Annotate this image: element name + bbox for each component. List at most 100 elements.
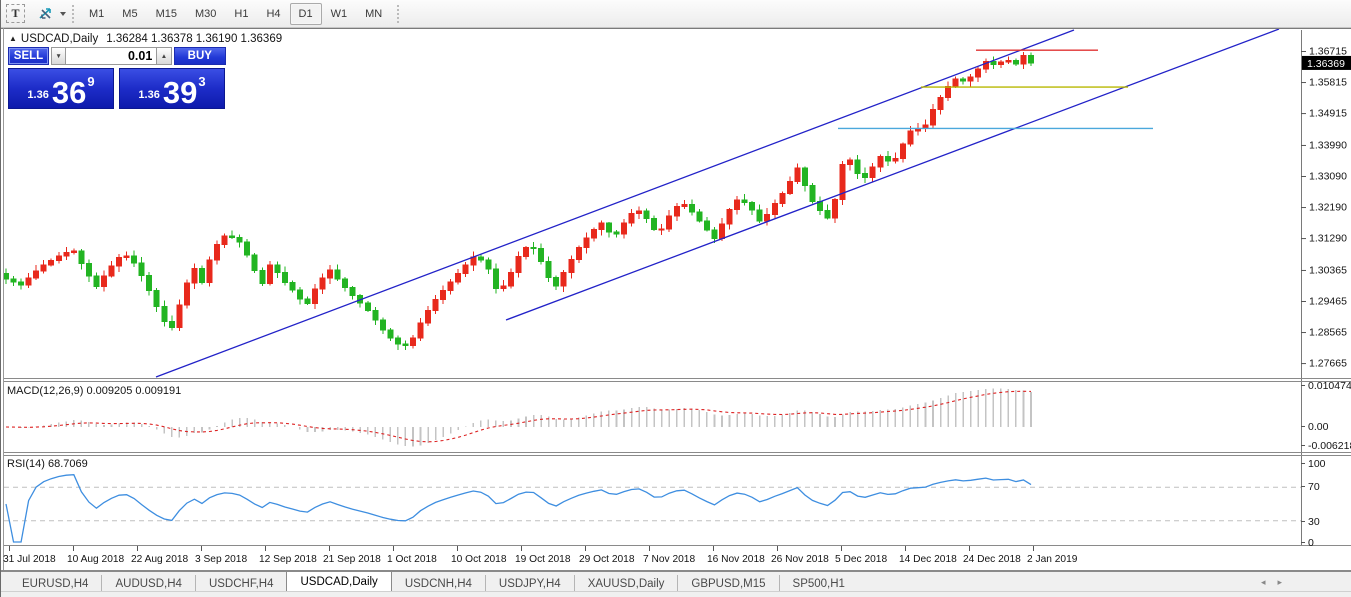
buy-button[interactable]: BUY [173, 47, 226, 65]
chevron-down-icon[interactable] [60, 11, 66, 16]
svg-text:0.00: 0.00 [1308, 421, 1329, 433]
svg-text:14 Dec 2018: 14 Dec 2018 [899, 554, 957, 565]
macd-axis: 0.010474 0.00 -0.006218 [1301, 380, 1351, 452]
svg-text:1.31290: 1.31290 [1309, 233, 1347, 245]
svg-text:1 Oct 2018: 1 Oct 2018 [387, 554, 437, 565]
svg-text:2 Jan 2019: 2 Jan 2019 [1027, 554, 1078, 565]
svg-text:-0.006218: -0.006218 [1308, 440, 1351, 452]
sell-price-main: 36 [51, 74, 87, 110]
candlestick-series [3, 52, 1034, 350]
tab-usdcnh-h4[interactable]: USDCNH,H4 [404, 577, 472, 590]
svg-text:1.35815: 1.35815 [1309, 77, 1347, 89]
timeframe-button-m15[interactable]: M15 [155, 7, 177, 20]
timeframe-button-m1[interactable]: M1 [89, 7, 105, 20]
svg-text:26 Nov 2018: 26 Nov 2018 [771, 554, 829, 565]
svg-text:0: 0 [1308, 537, 1314, 549]
svg-text:1.33090: 1.33090 [1309, 171, 1347, 183]
svg-text:5 Dec 2018: 5 Dec 2018 [835, 554, 887, 565]
timeframe-button-h1[interactable]: H1 [234, 7, 249, 20]
rsi-axis: 100 70 30 0 [1301, 458, 1326, 549]
svg-text:1.30365: 1.30365 [1309, 264, 1347, 276]
rsi-line [5, 474, 1032, 543]
svg-text:16 Nov 2018: 16 Nov 2018 [707, 554, 765, 565]
svg-text:10 Oct 2018: 10 Oct 2018 [451, 554, 507, 565]
svg-text:19 Oct 2018: 19 Oct 2018 [515, 554, 571, 565]
svg-text:21 Sep 2018: 21 Sep 2018 [323, 554, 381, 565]
sell-price-prefix: 1.36 [27, 89, 49, 101]
svg-text:1.28565: 1.28565 [1309, 327, 1347, 339]
timeframe-button-m30[interactable]: M30 [194, 7, 217, 20]
toolbar: T M1 M5 M15 M30 H1 H4 D1 W1 MN [1, 0, 1351, 28]
tab-usdjpy-h4[interactable]: USDJPY,H4 [484, 575, 574, 592]
time-axis: 31 Jul 2018 10 Aug 2018 22 Aug 2018 3 Sep 2… [3, 546, 1078, 565]
sell-price-pip: 9 [87, 74, 95, 89]
tab-usdcad-daily[interactable]: USDCAD,Daily [286, 571, 392, 592]
crosshair-arrows-icon[interactable] [35, 4, 57, 24]
chart-header: ▲ USDCAD,Daily 1.36284 1.36378 1.36190 1.3… [9, 33, 282, 45]
tab-gbpusd-m15[interactable]: GBPUSD,M15 [677, 575, 778, 592]
toolbar-separator [397, 4, 400, 23]
svg-text:30: 30 [1308, 516, 1320, 528]
svg-text:1.34915: 1.34915 [1309, 108, 1347, 120]
svg-text:0.010474: 0.010474 [1308, 380, 1351, 392]
svg-text:1.29465: 1.29465 [1309, 296, 1347, 308]
tab-xauusd-daily[interactable]: XAUUSD,Daily [573, 575, 678, 592]
tab-scrollers: ◂▸ [1261, 577, 1294, 588]
svg-text:7 Nov 2018: 7 Nov 2018 [643, 554, 695, 565]
one-click-trading-panel: SELL ▼ ▲ BUY 1.36 36 9 1.36 39 3 [8, 47, 226, 109]
tab-usdchf-h4[interactable]: USDCHF,H4 [194, 575, 287, 592]
rsi-indicator-label: RSI(14) 68.7069 [7, 458, 88, 470]
svg-text:10 Aug 2018: 10 Aug 2018 [67, 554, 125, 565]
ohlc-values: 1.36284 1.36378 1.36190 1.36369 [106, 33, 283, 45]
svg-text:100: 100 [1308, 458, 1326, 470]
buy-price-tile[interactable]: 1.36 39 3 [119, 68, 225, 109]
svg-text:1.36369: 1.36369 [1307, 58, 1345, 70]
tab-audusd-h4[interactable]: AUDUSD,H4 [101, 575, 194, 592]
sell-button[interactable]: SELL [8, 47, 49, 65]
timeframe-button-d1[interactable]: D1 [289, 2, 322, 25]
symbol-period-label: USDCAD,Daily [20, 33, 99, 45]
macd-signal-line [5, 390, 1032, 443]
buy-price-prefix: 1.36 [138, 89, 160, 101]
rsi-levels [4, 486, 1301, 522]
current-price-tag [1302, 55, 1351, 70]
timeframe-button-h4[interactable]: H4 [266, 7, 281, 20]
svg-text:1.36715: 1.36715 [1309, 46, 1347, 58]
arrows-icon [39, 7, 51, 19]
svg-text:3 Sep 2018: 3 Sep 2018 [195, 554, 247, 565]
panel-frames [1, 28, 1351, 571]
tab-sp500-h1[interactable]: SP500,H1 [778, 575, 858, 592]
svg-text:1.27665: 1.27665 [1309, 358, 1347, 370]
price-axis: 1.36715 1.35815 1.34915 1.33990 1.33090 1.321… [1301, 46, 1351, 370]
svg-text:22 Aug 2018: 22 Aug 2018 [131, 554, 189, 565]
volume-input[interactable] [66, 47, 157, 65]
timeframe-button-m5[interactable]: M5 [122, 7, 138, 20]
svg-text:1.33990: 1.33990 [1309, 139, 1347, 151]
macd-indicator-label: MACD(12,26,9) 0.009205 0.009191 [7, 385, 182, 397]
chart-tab-bar: EURUSD,H4 AUDUSD,H4 USDCHF,H4 USDCAD,Daily U… [1, 571, 1351, 592]
buy-price-pip: 3 [198, 74, 206, 89]
toolbar-separator [72, 4, 74, 23]
timeframe-button-mn[interactable]: MN [365, 7, 383, 20]
sell-price-tile[interactable]: 1.36 36 9 [8, 68, 114, 109]
tab-eurusd-h4[interactable]: EURUSD,H4 [22, 577, 89, 590]
timeframe-button-w1[interactable]: W1 [330, 7, 348, 20]
tab-scroll-right-icon[interactable]: ▸ [1277, 577, 1294, 587]
tab-scroll-left-icon[interactable]: ◂ [1260, 577, 1278, 587]
svg-text:12 Sep 2018: 12 Sep 2018 [259, 554, 317, 565]
svg-text:1.32190: 1.32190 [1309, 202, 1347, 214]
volume-increase-button[interactable]: ▲ [156, 47, 172, 65]
chart-objects [155, 28, 1280, 378]
svg-text:29 Oct 2018: 29 Oct 2018 [579, 554, 635, 565]
svg-text:24 Dec 2018: 24 Dec 2018 [963, 554, 1021, 565]
svg-text:70: 70 [1308, 481, 1320, 493]
collapse-icon[interactable]: ▲ [9, 34, 17, 43]
svg-text:31 Jul 2018: 31 Jul 2018 [3, 554, 56, 565]
status-bar-edge [1, 591, 1351, 597]
volume-decrease-button[interactable]: ▼ [50, 47, 67, 65]
text-tool-icon[interactable]: T [6, 4, 25, 23]
timeframe-group: M1 M5 M15 M30 H1 H4 D1 W1 MN [80, 2, 391, 25]
buy-price-main: 39 [162, 74, 198, 110]
